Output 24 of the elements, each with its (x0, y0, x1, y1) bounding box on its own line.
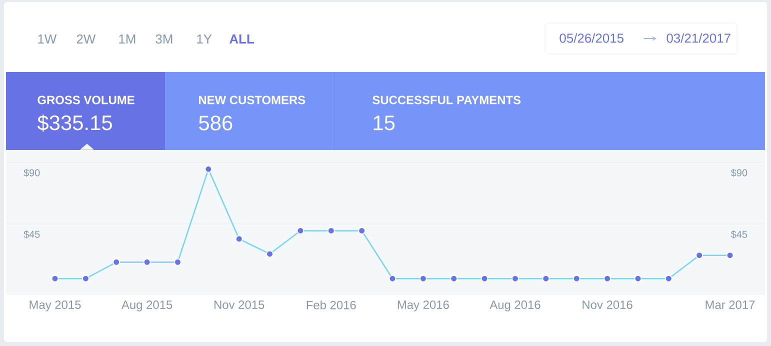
x-tick-label: May 2016 (398, 300, 449, 312)
text: GROSS VOLUME (38, 96, 134, 104)
x-tick-label: Feb 2016 (306, 300, 356, 310)
x-tick-label: Nov 2016 (582, 300, 632, 309)
x-tick-label: May 2015 (30, 300, 81, 312)
y2-tick-label: $45 (730, 230, 748, 238)
text: $335.15 (37, 114, 112, 132)
x-tick-label: Aug 2015 (121, 300, 172, 312)
text: 586 (199, 116, 232, 130)
text: SUCCESSFUL PAYMENTS (372, 96, 521, 104)
text: 15 (374, 116, 395, 130)
text: NEW CUSTOMERS (199, 96, 306, 104)
text: 03/21/2017 (666, 33, 730, 43)
text: 2W (76, 34, 96, 44)
text: 05/26/2015 (560, 33, 624, 43)
x-tick-label: Aug 2016 (490, 300, 540, 312)
x-tick-label: Nov 2015 (214, 300, 264, 309)
y2-tick-label: $90 (730, 168, 748, 177)
text: 1W (38, 34, 57, 44)
text: 1M (119, 34, 136, 44)
text: 3M (156, 34, 172, 44)
x-tick-label: Mar 2017 (706, 300, 755, 309)
text: ALL (230, 34, 254, 44)
text: 1Y (197, 34, 212, 44)
